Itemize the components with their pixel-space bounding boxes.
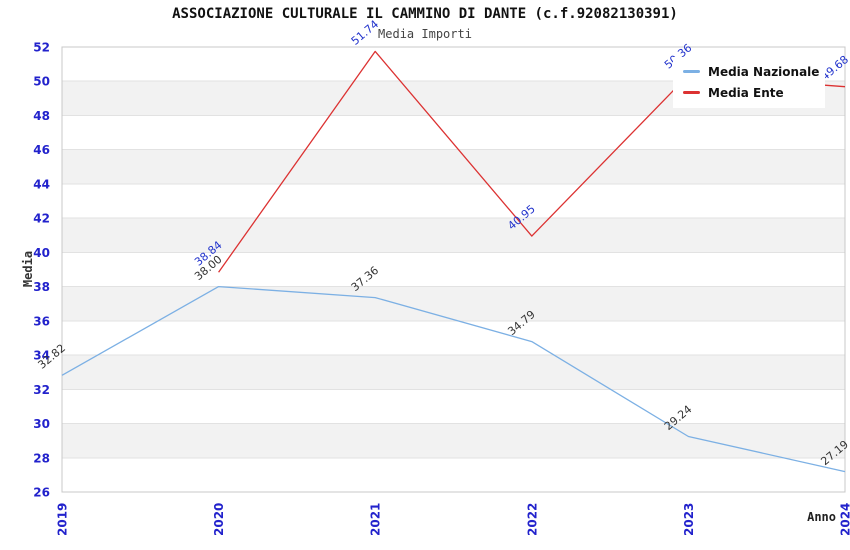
svg-text:2024: 2024 xyxy=(839,503,850,536)
gridlines xyxy=(62,80,845,459)
svg-text:46: 46 xyxy=(33,143,50,157)
plot-band xyxy=(62,252,845,287)
svg-text:28: 28 xyxy=(33,451,50,465)
legend-item-media-nazionale: Media Nazionale xyxy=(683,61,825,82)
plot-band xyxy=(62,320,845,355)
plot-band xyxy=(62,218,845,253)
chart-subtitle: Media Importi xyxy=(378,27,472,41)
svg-text:42: 42 xyxy=(33,212,50,226)
plot-band xyxy=(62,389,845,424)
plot-band xyxy=(62,183,845,219)
svg-text:34: 34 xyxy=(33,349,50,363)
legend-label-media-ente: Media Ente xyxy=(708,85,784,100)
svg-text:40: 40 xyxy=(33,246,50,260)
y-axis-ticks: 26 28 30 32 34 36 38 40 42 44 46 48 50 52 xyxy=(33,41,50,500)
svg-text:2021: 2021 xyxy=(369,503,383,536)
svg-text:2022: 2022 xyxy=(525,503,539,536)
legend-marker-media-ente xyxy=(683,91,700,94)
svg-text:44: 44 xyxy=(33,177,50,191)
plot-band xyxy=(62,286,845,321)
svg-text:30: 30 xyxy=(33,417,50,431)
plot-band xyxy=(62,355,845,390)
svg-text:2020: 2020 xyxy=(212,503,226,536)
legend-marker-media-nazionale xyxy=(683,70,700,73)
svg-text:52: 52 xyxy=(33,41,50,55)
chart-title: ASSOCIAZIONE CULTURALE IL CAMMINO DI DAN… xyxy=(172,6,678,22)
svg-text:50: 50 xyxy=(33,75,50,89)
svg-text:48: 48 xyxy=(33,109,50,123)
svg-text:32: 32 xyxy=(33,383,50,397)
svg-text:26: 26 xyxy=(33,486,50,500)
x-axis-ticks: 2019 2020 2021 2022 2023 2024 xyxy=(56,503,850,536)
svg-text:38: 38 xyxy=(33,280,50,294)
svg-text:2019: 2019 xyxy=(56,503,70,536)
y-axis-title: Media xyxy=(21,250,35,288)
legend-item-media-ente: Media Ente xyxy=(683,82,825,103)
plot-band xyxy=(62,423,845,458)
x-axis-title: Anno xyxy=(807,510,836,524)
series-line-0 xyxy=(61,285,846,473)
plot-band xyxy=(62,457,845,492)
svg-text:36: 36 xyxy=(33,314,50,328)
legend-label-media-nazionale: Media Nazionale xyxy=(708,64,820,79)
svg-text:2023: 2023 xyxy=(682,503,696,536)
legend: Media Nazionale Media Ente xyxy=(673,57,825,108)
plot-band xyxy=(62,149,845,184)
plot-border xyxy=(61,46,846,493)
plot-bands xyxy=(62,47,845,492)
